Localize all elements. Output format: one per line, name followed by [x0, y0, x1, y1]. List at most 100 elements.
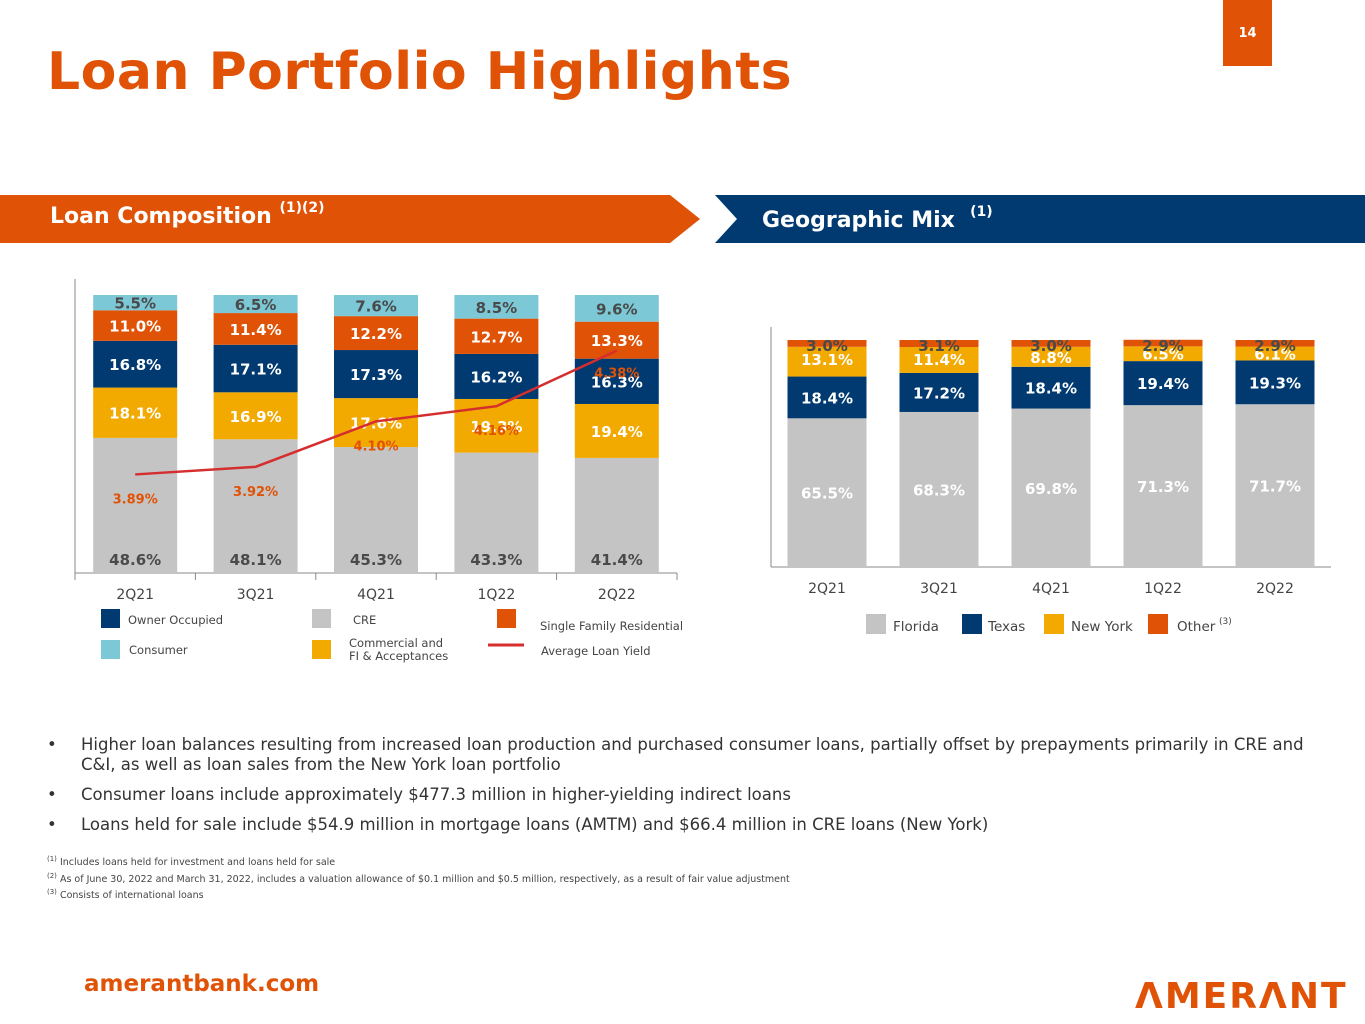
data-label: 69.8% — [1025, 480, 1077, 498]
data-label: 12.2% — [350, 325, 402, 343]
bar-segment — [574, 358, 659, 404]
footnotes: (1) Includes loans held for investment a… — [47, 853, 790, 903]
data-label: 16.8% — [109, 356, 161, 374]
geographic-mix-label: Geographic Mix (1) — [762, 204, 993, 233]
bar-segment — [787, 418, 867, 567]
loan-composition-sup: (1)(2) — [279, 200, 325, 216]
data-label: 19.4% — [1137, 375, 1189, 393]
data-label: 45.3% — [350, 551, 402, 569]
data-label: 8.8% — [1030, 349, 1072, 367]
legend-swatch — [312, 609, 331, 628]
data-label: 17.2% — [913, 384, 965, 402]
legend-label: FI & Acceptances — [349, 649, 448, 663]
data-label: 11.4% — [913, 351, 965, 369]
bar-segment — [213, 344, 298, 393]
data-label: 12.7% — [470, 328, 522, 346]
bar-segment — [334, 316, 418, 351]
data-label: 19.3% — [1249, 374, 1301, 392]
legend-swatch — [1148, 614, 1168, 634]
data-label: 17.1% — [230, 361, 282, 379]
footnote-mark: (2) — [47, 871, 57, 880]
bullet-text: Higher loan balances resulting from incr… — [81, 735, 1304, 774]
data-label: 3.0% — [1030, 337, 1072, 355]
data-label: 17.3% — [350, 366, 402, 384]
legend-label: Consumer — [129, 643, 188, 657]
amerant-logo: ΛMERΛNT — [1135, 976, 1348, 1017]
legend-swatch — [312, 640, 331, 659]
bar-segment — [334, 295, 418, 317]
bullet-symbol: • — [47, 815, 57, 834]
bar-segment — [454, 295, 539, 319]
legend-swatch — [962, 614, 982, 634]
x-tick-label: 2Q21 — [116, 587, 154, 603]
data-label: 19.3% — [470, 418, 522, 436]
legend-sup: (3) — [1219, 617, 1232, 627]
bar-segment — [334, 350, 418, 399]
geographic-mix-sup: (1) — [970, 204, 993, 220]
legend-swatch — [101, 609, 120, 628]
website-link[interactable]: amerantbank.com — [84, 971, 320, 997]
data-label: 2.9% — [1142, 337, 1184, 355]
yield-label: 3.92% — [233, 485, 278, 500]
bullet-item: • Consumer loans include approximately $4… — [47, 785, 1322, 805]
bar-segment — [93, 437, 178, 573]
bar-segment — [1011, 346, 1091, 367]
data-label: 3.0% — [806, 337, 848, 355]
bar-segment — [213, 439, 298, 573]
bullet-text: Consumer loans include approximately $47… — [81, 785, 791, 804]
footnote: (2) As of June 30, 2022 and March 31, 20… — [47, 870, 790, 887]
geographic-mix-chart: 2Q21 3Q21 4Q21 1Q22 2Q2265.5%18.4%13.1%3.0%6… — [770, 327, 1331, 635]
legend-swatch — [1044, 614, 1064, 634]
bar-segment — [334, 447, 418, 573]
footnote-mark: (1) — [47, 855, 57, 863]
data-label: 6.5% — [235, 296, 277, 314]
data-label: 11.0% — [109, 318, 161, 336]
loan-composition-chart: 2Q21 3Q21 4Q21 1Q22 2Q22 48.6% 18.1% 16.8% 11.0%… — [74, 279, 683, 663]
page-number: 14 — [1223, 0, 1272, 66]
legend-label: Single Family Residential — [540, 619, 683, 633]
footnote: (1) Includes loans held for investment a… — [47, 853, 790, 870]
legend-label: New York — [1071, 619, 1133, 635]
bullet-item: • Loans held for sale include $54.9 milli… — [47, 815, 1322, 835]
legend-label: Average Loan Yield — [541, 644, 651, 658]
data-label: 68.3% — [913, 481, 965, 499]
x-tick-label: 4Q21 — [357, 587, 395, 603]
bar-segment — [1235, 360, 1315, 405]
bar-segment — [1235, 340, 1315, 347]
footnote-text: Includes loans held for investment and l… — [59, 857, 336, 869]
data-label: 18.4% — [801, 389, 853, 407]
geographic-mix-banner: Geographic Mix (1) — [715, 195, 1365, 243]
bar-segment — [1235, 404, 1315, 567]
bar-segment — [454, 452, 539, 573]
data-label: 8.5% — [476, 299, 518, 317]
banner-background — [0, 195, 700, 243]
data-label: 6.1% — [1254, 346, 1296, 364]
data-label: 65.5% — [801, 485, 853, 503]
bar-segment — [1123, 405, 1203, 567]
data-label: 48.1% — [230, 551, 282, 569]
bar-segment — [1123, 339, 1203, 347]
legend-label: Texas — [987, 619, 1025, 635]
bar-segment — [213, 295, 298, 314]
bar-segment — [454, 353, 539, 399]
bullet-item: • Higher loan balances resulting from inc… — [47, 735, 1322, 775]
yield-line — [135, 349, 618, 476]
bar-segment — [454, 318, 539, 354]
data-label: 41.4% — [591, 551, 643, 569]
x-tick-label: 2Q22 — [1256, 581, 1294, 597]
bar-segment — [574, 457, 659, 573]
data-label: 6.5% — [1142, 346, 1184, 364]
bar-segment — [454, 398, 539, 453]
bar-segment — [899, 340, 979, 348]
loan-composition-banner: Loan Composition (1)(2) — [0, 195, 702, 243]
bar-segment — [213, 392, 298, 440]
bar-segment — [787, 340, 867, 347]
data-label: 71.7% — [1249, 478, 1301, 496]
bar-segment — [899, 372, 979, 412]
bar-segment — [574, 403, 659, 458]
data-label: 7.6% — [355, 298, 397, 316]
data-label: 3.1% — [918, 337, 960, 355]
yield-label: 3.89% — [113, 492, 158, 507]
yield-label: 4.16% — [474, 424, 519, 439]
data-label: 5.5% — [114, 295, 156, 313]
